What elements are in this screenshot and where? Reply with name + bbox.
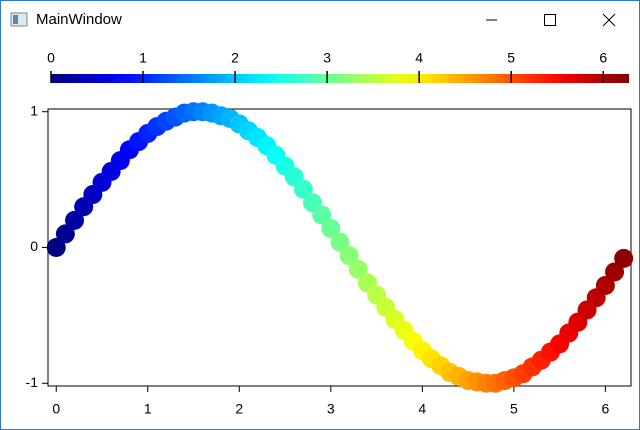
point [46,238,66,257]
y-tick-label: 1 [30,102,38,118]
close-button[interactable] [602,13,616,27]
point [321,218,341,238]
colorbar-tick-label: 2 [231,50,239,66]
x-tick-label: 5 [510,401,518,417]
x-tick-label: 3 [327,401,335,417]
point [348,259,368,279]
x-tick-label: 2 [235,401,243,417]
point [65,210,85,230]
x-tick-label: 0 [52,401,60,417]
point [595,276,615,296]
x-tick-label: 4 [418,401,426,417]
point [605,262,625,282]
y-tick-label: -1 [26,374,39,390]
colorbar-tick-label: 1 [139,50,147,66]
point [312,205,332,225]
colorbar-tick-label: 4 [415,50,423,66]
window-title: MainWindow [36,11,122,28]
colorbar [51,74,629,83]
point [614,248,634,268]
point [293,179,313,199]
point [55,224,75,244]
x-tick-label: 1 [144,401,152,417]
scatter-points [46,102,634,393]
app-icon-part [13,15,18,24]
colorbar-tick-label: 5 [507,50,515,66]
point [330,232,350,252]
colorbar-tick-label: 3 [323,50,331,66]
y-tick-label: 0 [30,238,38,254]
x-tick-label: 6 [601,401,609,417]
point [339,246,359,266]
colorbar-tick-label: 6 [599,50,607,66]
colorbar-tick-label: 0 [47,50,55,66]
maximize-button[interactable] [544,14,556,26]
